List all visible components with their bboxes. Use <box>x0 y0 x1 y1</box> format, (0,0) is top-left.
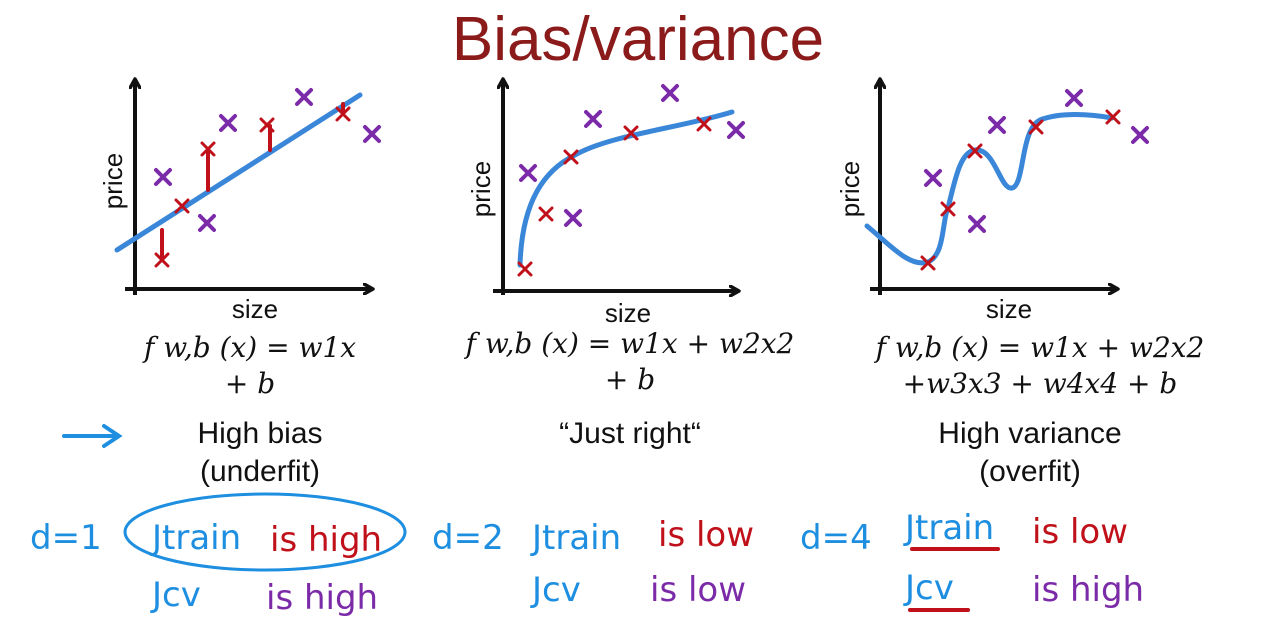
verdict-2: “Just right“ <box>520 415 740 453</box>
fit-curve <box>517 109 735 268</box>
train-markers <box>517 116 712 277</box>
train-markers <box>920 109 1121 271</box>
formula-3: f w,b (x) = w1x + w2x2 +w3x3 + w4x4 + b <box>870 330 1210 402</box>
jtrain-status-1: is high <box>270 520 383 560</box>
jtrain-status-3: is low <box>1032 512 1129 552</box>
ylabel-2: price <box>466 160 496 218</box>
degree-2: d=2 <box>432 518 504 558</box>
formula-2-line-2: + b <box>604 363 656 396</box>
verdict-1-line-2: (underfit) <box>199 455 321 488</box>
formula-1-line-1: f w,b (x) = w1x <box>143 331 357 364</box>
jcv-status-2: is low <box>650 570 747 610</box>
jcv-status-1: is high <box>266 578 379 618</box>
degree-1: d=1 <box>30 518 102 558</box>
plot-high-bias <box>114 80 381 295</box>
jcv-3: Jcv <box>905 568 954 608</box>
verdict-3: High variance (overfit) <box>900 415 1160 491</box>
xlabel-3: size <box>985 294 1033 324</box>
train-markers <box>154 106 351 268</box>
ylabel-3: price <box>835 160 865 218</box>
residual-lines <box>160 102 345 262</box>
formula-1: f w,b (x) = w1x + b <box>90 330 410 402</box>
verdict-1: High bias (underfit) <box>150 415 370 491</box>
xlabel-1: size <box>231 294 279 324</box>
verdict-3-line-1: High variance <box>938 417 1122 450</box>
fit-curve <box>864 112 1115 266</box>
verdict-2-line-1: “Just right“ <box>559 417 701 450</box>
formula-2-line-1: f w,b (x) = w1x + w2x2 <box>465 327 795 360</box>
formula-3-line-1: f w,b (x) = w1x + w2x2 <box>875 331 1205 364</box>
jtrain-status-2: is low <box>658 515 755 555</box>
jcv-1: Jcv <box>152 575 201 615</box>
plot-high-variance <box>864 80 1149 295</box>
cv-markers <box>924 89 1149 233</box>
fit-line <box>114 92 363 253</box>
verdict-3-line-2: (overfit) <box>979 455 1081 488</box>
jtrain-1: Jtrain <box>152 518 242 558</box>
cv-markers <box>154 88 381 232</box>
jtrain-3: Jtrain <box>905 508 995 548</box>
formula-1-line-2: + b <box>224 367 276 400</box>
xlabel-2: size <box>604 298 652 328</box>
right-arrow-icon <box>62 424 123 448</box>
underline-marks <box>908 547 1000 612</box>
jtrain-2: Jtrain <box>532 518 622 558</box>
plot-just-right <box>493 80 745 295</box>
cv-markers <box>519 84 745 227</box>
slide-title: Bias/variance <box>451 5 825 74</box>
ylabel-1: price <box>98 152 128 210</box>
jcv-status-3: is high <box>1032 570 1145 610</box>
degree-3: d=4 <box>800 518 872 558</box>
formula-2: f w,b (x) = w1x + w2x2 + b <box>460 326 800 398</box>
jcv-2: Jcv <box>532 570 581 610</box>
verdict-1-line-1: High bias <box>197 417 323 450</box>
highlight-circle <box>123 492 407 572</box>
formula-3-line-2: +w3x3 + w4x4 + b <box>902 367 1178 400</box>
